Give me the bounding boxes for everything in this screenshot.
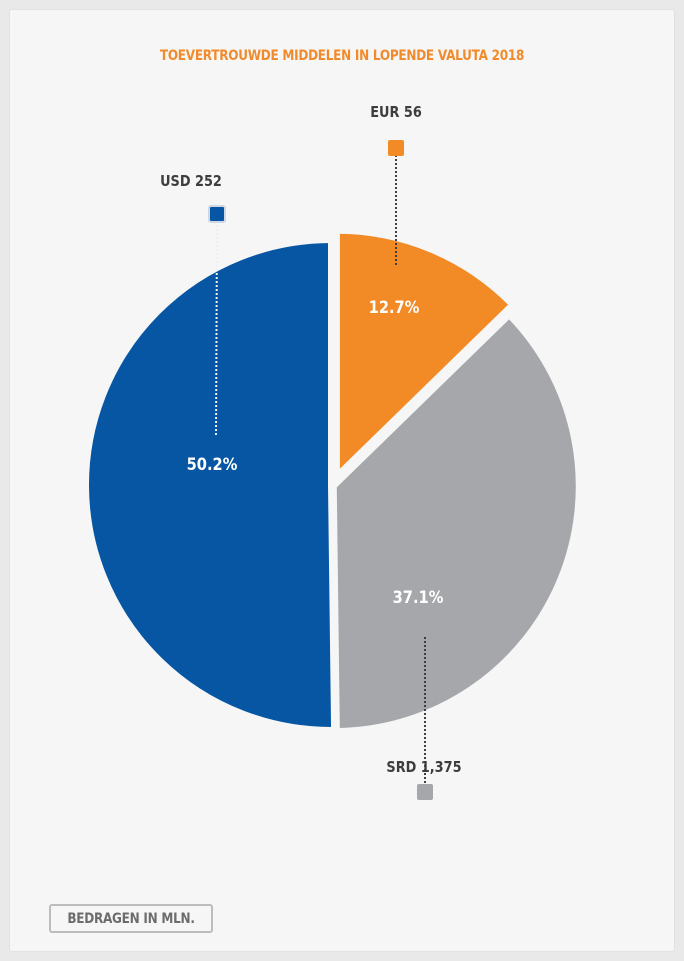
category-label-usd: USD 252 (160, 173, 222, 190)
pie-slice-usd (83, 236, 338, 733)
category-label-eur: EUR 56 (370, 104, 422, 121)
legend-marker-srd (417, 784, 433, 800)
legend-marker-usd (208, 205, 226, 223)
percent-label-usd: 50.2% (187, 454, 238, 474)
units-note: BEDRAGEN IN MLN. (49, 904, 213, 933)
legend-marker-eur (388, 140, 404, 156)
units-note-text: BEDRAGEN IN MLN. (67, 910, 195, 927)
pie-slice-srd (330, 310, 582, 735)
chart-title: TOEVERTROUWDE MIDDELEN IN LOPENDE VALUTA… (159, 48, 525, 64)
percent-label-srd: 37.1% (393, 587, 444, 607)
percent-label-eur: 12.7% (369, 297, 420, 317)
category-label-srd: SRD 1,375 (386, 759, 461, 776)
pie-slice-eur (333, 227, 517, 483)
